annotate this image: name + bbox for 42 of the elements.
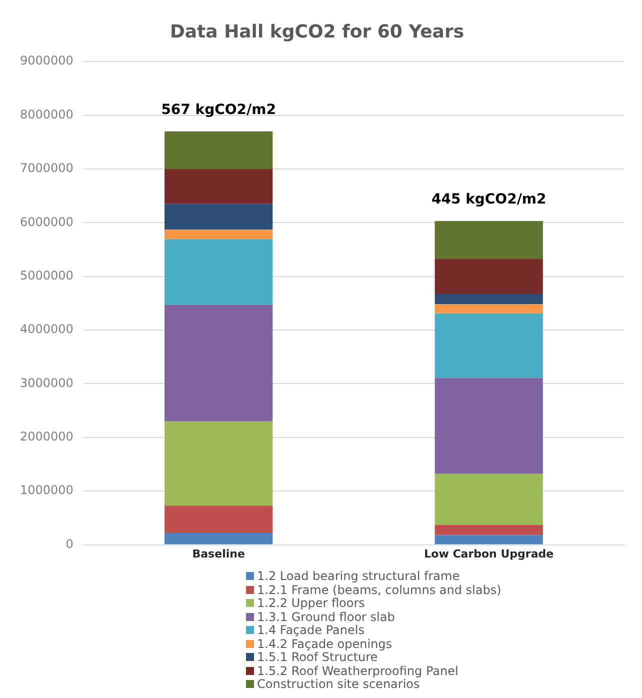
bar [434,535,543,544]
annotation: 445 kgCO2/m2 [431,192,546,208]
bar [434,378,543,474]
y-tick-label: 7000000 [20,161,74,176]
bar [164,239,273,305]
y-tick-label: 6000000 [20,214,74,229]
bar [164,304,273,422]
legend-label: 1.2.2 Upper floors [256,596,366,610]
y-tick-label: 3000000 [20,376,74,390]
legend-label: 1.4.2 Façade openings [256,636,394,651]
y-tick-label: 2000000 [20,430,74,444]
y-tick-label: 1000000 [20,483,74,498]
bar [164,168,273,204]
legend-label: 1.2 Load bearing structural frame [256,569,461,584]
legend-label: 1.3.1 Ground floor slab [256,610,396,624]
legend-label: 1.5.2 Roof Weatherproofing Panel [256,664,460,678]
bar [164,131,273,169]
bar [164,532,273,544]
bar [164,421,273,506]
bar [434,524,543,536]
bar [434,304,543,314]
y-tick-label: 9000000 [20,54,74,68]
bar [164,230,273,240]
bar [434,258,543,294]
bar [434,294,543,304]
bar [434,221,543,259]
legend-label: Construction site scenarios [256,677,420,692]
legend-label: 1.2.1 Frame (beams, columns and slabs) [256,582,502,597]
bar [164,204,273,230]
y-tick-label: 4000000 [20,322,74,336]
bar [434,313,543,378]
x-tick-label: Low Carbon Upgrade [424,547,554,560]
legend-label: 1.5.1 Roof Structure [256,650,378,664]
chart-title: Data Hall kgCO2 for 60 Years [170,21,464,42]
x-tick-label: Baseline [192,547,245,560]
y-tick-label: 0 [66,536,74,551]
bar [434,474,543,525]
annotation: 567 kgCO2/m2 [161,102,276,118]
legend-label: 1.4 Façade Panels [256,623,366,638]
bar [164,506,273,533]
y-tick-label: 5000000 [20,268,74,282]
y-tick-label: 8000000 [20,107,74,122]
